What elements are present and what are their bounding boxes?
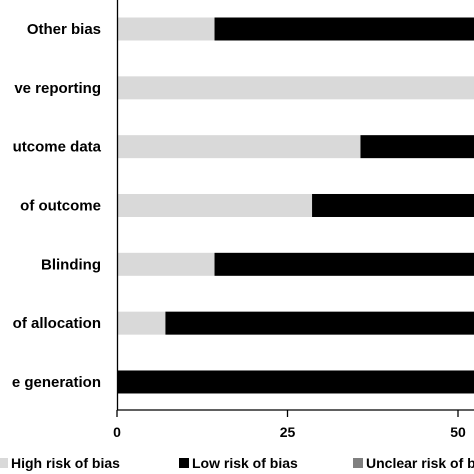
category-label: Blinding [41,256,101,273]
legend-swatch-unclear-risk-of-bias [353,458,363,468]
legend-swatch-high-risk-of-bias [0,458,8,468]
category-labels: Other bias ve reporting utcome data of outc… [12,21,102,391]
legend-label-high-risk-of-bias: High risk of bias [11,455,120,471]
category-label: e generation [12,374,101,391]
bar-low-risk-of-bias-4 [214,252,474,276]
bar-high-risk-of-bias-1 [117,76,474,100]
bar-low-risk-of-bias-0 [214,17,474,41]
bar-low-risk-of-bias-2 [360,135,474,159]
bar-high-risk-of-bias-2 [117,135,361,159]
category-label: of allocation [13,315,101,332]
bar-high-risk-of-bias-0 [117,17,215,41]
x-tick-label: 25 [280,424,296,440]
bar-high-risk-of-bias-3 [117,193,313,217]
x-tick-label: 50 [450,424,466,440]
bar-low-risk-of-bias-5 [165,311,474,335]
legend-swatch-low-risk-of-bias [179,458,189,468]
category-label: of outcome [20,197,101,214]
bar-high-risk-of-bias-4 [117,252,215,276]
x-tick-label: 0 [113,424,121,440]
category-label: ve reporting [14,80,101,97]
bar-low-risk-of-bias-3 [312,193,474,217]
category-label: Other bias [27,21,101,38]
category-label: utcome data [13,139,102,156]
bars-layer [117,17,474,394]
bar-high-risk-of-bias-5 [117,311,166,335]
legend-label-unclear-risk-of-bias: Unclear risk of bias [366,455,474,471]
bar-low-risk-of-bias-6 [117,370,474,394]
x-axis-ticks: 0 25 50 [113,410,466,440]
legend-label-low-risk-of-bias: Low risk of bias [192,455,298,471]
legend: High risk of bias Low risk of bias Unclear… [0,455,474,471]
